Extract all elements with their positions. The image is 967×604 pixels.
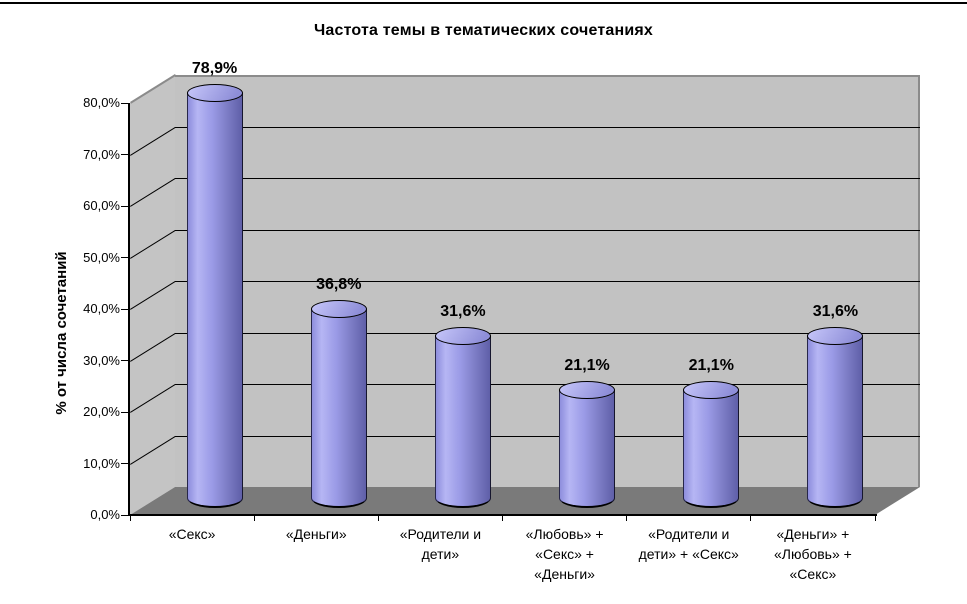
bar-cylinder-body [310, 309, 367, 508]
gridline [175, 229, 920, 231]
bar-cylinder-body [683, 390, 740, 508]
bar-cylinder-cap [310, 300, 367, 319]
gridline [175, 281, 920, 282]
y-tick-label: 80,0% [83, 95, 120, 110]
bar-cylinder-body [186, 92, 243, 508]
y-axis-tick [121, 205, 129, 207]
category-label: «Родители и дети» [399, 526, 482, 562]
x-axis-tick [750, 515, 752, 521]
chart-floor [130, 487, 920, 515]
x-axis-tick [874, 515, 876, 521]
bar-cylinder-cap [683, 381, 740, 400]
bar-value-label: 31,6% [812, 303, 859, 321]
y-tick-label: 30,0% [83, 352, 120, 368]
category-label: «Родители и дети» + «Секс» [638, 526, 739, 562]
x-axis-tick [253, 515, 255, 521]
y-axis-tick [121, 360, 129, 361]
y-axis-tick [121, 308, 129, 310]
gridline [175, 332, 920, 334]
bar-cylinder-body [434, 336, 491, 508]
bar-cylinder-cap [434, 327, 491, 346]
bar-cylinder-body [559, 390, 616, 508]
x-axis-tick [626, 515, 628, 521]
category-label: «Секс» [168, 526, 216, 542]
bar-value-label: 78,9% [191, 59, 238, 77]
y-axis-tick [121, 411, 129, 413]
y-axis-line [128, 103, 130, 515]
y-tick-label: 60,0% [83, 198, 120, 213]
x-axis-tick [129, 515, 131, 521]
bar-cylinder-cap [186, 83, 243, 102]
y-tick-label: 50,0% [83, 249, 120, 265]
bar-cylinder-body [807, 336, 864, 508]
bar-cylinder-cap [807, 327, 864, 346]
y-axis-tick [121, 102, 129, 104]
category-label: «Любовь» + «Секс» + «Деньги» [525, 526, 604, 582]
chart-title: Частота темы в тематических сочетаниях [313, 22, 654, 39]
y-tick-label: 40,0% [83, 301, 120, 316]
bar-cylinder-cap [559, 381, 616, 400]
bar-value-label: 36,8% [316, 276, 362, 294]
y-tick-label: 0,0% [90, 507, 120, 522]
x-axis-tick [377, 515, 379, 521]
category-label: «Деньги» + «Любовь» + «Секс» [773, 526, 852, 582]
y-axis-tick [121, 154, 129, 155]
top-border-rule [0, 2, 967, 4]
y-tick-label: 10,0% [83, 455, 120, 471]
y-tick-label: 20,0% [83, 404, 120, 419]
category-label: «Деньги» [285, 526, 347, 542]
y-axis-tick [121, 514, 129, 516]
gridline [175, 384, 920, 385]
bar-value-label: 21,1% [688, 357, 734, 375]
x-axis-tick [502, 515, 503, 521]
y-tick-label: 70,0% [83, 146, 120, 162]
y-axis-tick [121, 257, 129, 258]
y-axis-title: % от числа сочетаний [53, 251, 70, 415]
bar-value-label: 21,1% [564, 357, 610, 375]
gridline [175, 126, 920, 128]
gridline [175, 178, 920, 179]
y-axis-tick [121, 463, 129, 464]
bar-value-label: 31,6% [440, 303, 486, 321]
gridline [175, 435, 920, 437]
